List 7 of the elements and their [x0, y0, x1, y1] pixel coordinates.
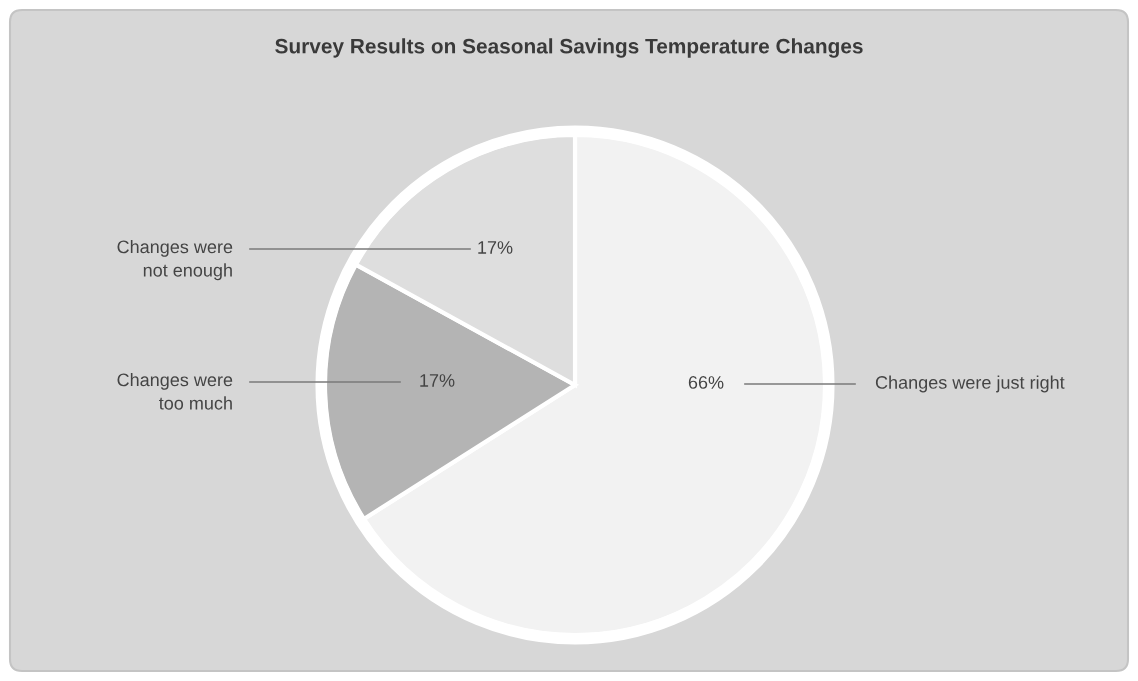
data-label: 66%: [688, 376, 724, 389]
data-label: 17%: [478, 241, 513, 254]
data-label: 17%: [420, 374, 455, 387]
slice-label: Changes were not enough: [117, 240, 233, 281]
slice-label: Changes were just right: [875, 375, 1065, 393]
slice-label: Changes were too much: [117, 373, 233, 410]
chart-title: Survey Results on Seasonal Savings Temperature Changes: [275, 38, 863, 58]
